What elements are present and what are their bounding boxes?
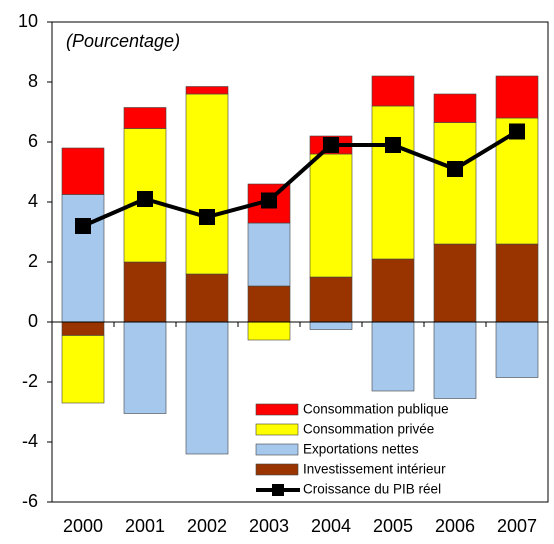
legend-label: Consommation privée: [303, 422, 434, 437]
bar-segment: [247, 222, 291, 287]
x-tick-label: 2006: [435, 516, 475, 536]
y-tick-label: 8: [28, 71, 38, 91]
bar-segment: [495, 243, 539, 323]
bar-segment: [185, 86, 229, 95]
bar-segment: [309, 153, 353, 278]
bar-segment: [433, 243, 477, 323]
plot-frame: [51, 21, 549, 503]
line-marker: [261, 192, 277, 209]
bar-segment: [61, 335, 105, 404]
line-marker: [385, 137, 401, 153]
bar-segment: [371, 321, 415, 392]
line-marker: [75, 218, 91, 234]
bar-segment: [309, 276, 353, 323]
bar-segment: [433, 122, 477, 245]
line-marker: [199, 209, 215, 225]
x-tick-label: 2001: [125, 516, 165, 536]
bar-segment: [185, 273, 229, 323]
bar-segment: [433, 321, 477, 399]
line-marker: [509, 123, 525, 140]
bar-segment: [61, 147, 105, 195]
y-tick-label: -4: [22, 431, 38, 451]
x-tick-label: 2005: [373, 516, 413, 536]
x-tick-label: 2003: [249, 516, 289, 536]
growth-line: [82, 129, 519, 228]
y-tick-label: 0: [28, 311, 38, 331]
y-tick-label: 4: [28, 191, 38, 211]
line-marker: [323, 137, 339, 153]
bar-segment: [185, 321, 229, 455]
legend-swatch: [255, 423, 299, 436]
bar-segment: [61, 321, 105, 336]
x-tick-label: 2002: [187, 516, 227, 536]
y-tick-label: 6: [28, 131, 38, 151]
chart-subtitle: (Pourcentage): [66, 31, 180, 51]
bar-segment: [123, 321, 167, 414]
y-tick-label: -2: [22, 371, 38, 391]
bar-segment: [433, 93, 477, 123]
legend-swatch: [255, 403, 299, 416]
legend-swatch: [255, 463, 299, 476]
bar-segment: [371, 105, 415, 260]
bar-segment: [371, 75, 415, 107]
legend-label: Exportations nettes: [303, 442, 419, 457]
bar-segment: [495, 75, 539, 119]
legend-marker: [272, 484, 284, 496]
y-tick-label: -6: [22, 491, 38, 511]
bar-segment: [123, 128, 167, 263]
bar-segment: [61, 194, 105, 323]
legend-label: Investissement intérieur: [303, 462, 446, 477]
bar-segment: [247, 285, 291, 323]
bar-segment: [309, 321, 353, 330]
legend-label: Croissance du PIB réel: [303, 482, 441, 497]
legend-swatch: [255, 443, 299, 456]
y-tick-label: 10: [18, 11, 38, 31]
bar-segment: [123, 261, 167, 323]
bar-segment: [371, 258, 415, 323]
x-tick-label: 2007: [497, 516, 537, 536]
bar-segment: [495, 321, 539, 378]
bar-segment: [185, 93, 229, 275]
y-tick-label: 2: [28, 251, 38, 271]
line-marker: [447, 161, 463, 177]
bar-segment: [247, 321, 291, 341]
line-marker: [137, 191, 153, 207]
x-tick-label: 2000: [63, 516, 103, 536]
x-tick-label: 2004: [311, 516, 351, 536]
bar-segment: [123, 107, 167, 129]
legend-label: Consommation publique: [303, 402, 449, 417]
